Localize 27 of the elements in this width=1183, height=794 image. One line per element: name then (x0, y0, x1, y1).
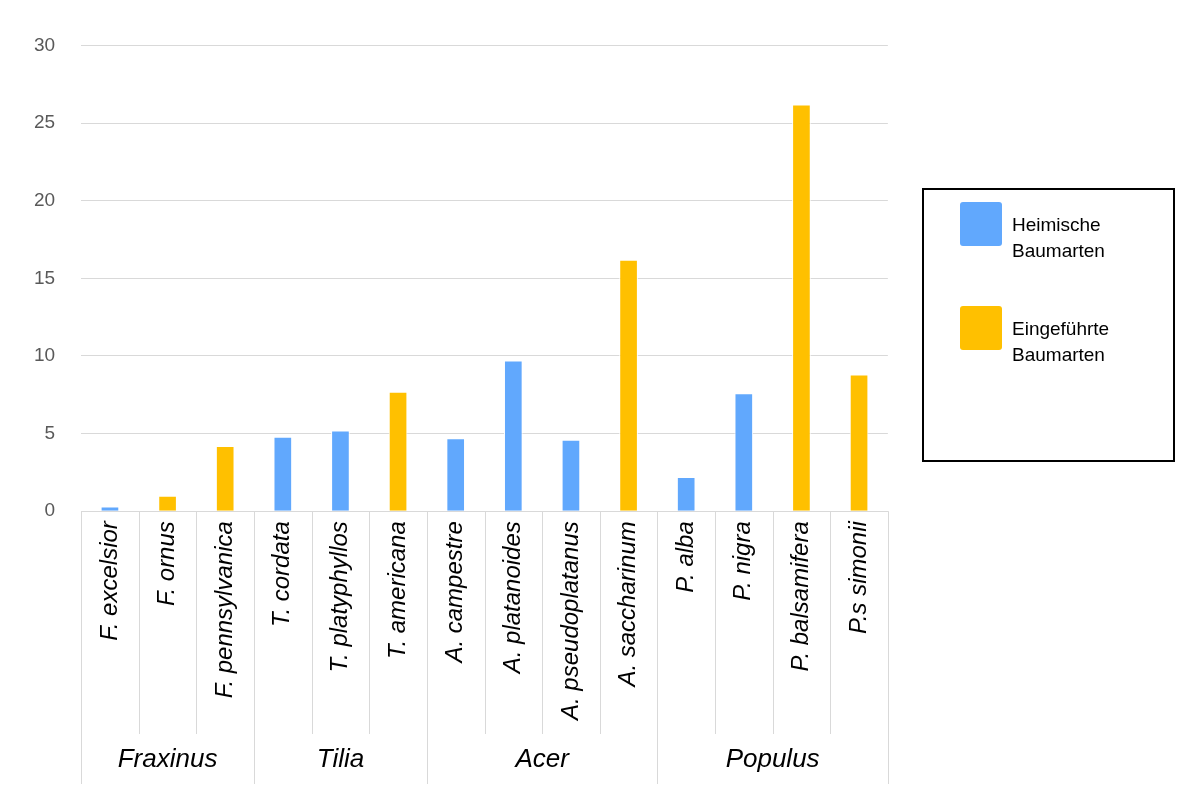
x-tick-label: P.s simonii (843, 520, 871, 635)
x-tick-label: A. campestre (440, 521, 468, 665)
x-tick-label: A. saccharinum (613, 521, 641, 689)
y-tick-label: 10 (33, 344, 56, 366)
y-tick-label: 20 (33, 188, 56, 210)
x-tick-label: A. pseudoplatanus (555, 521, 583, 723)
x-tick-label: T. americana (382, 521, 410, 660)
y-tick-label: 25 (33, 111, 56, 133)
text: Fraxinus (117, 743, 218, 774)
x-tick-label: P. nigra (728, 521, 756, 601)
y-tick-label: 15 (33, 266, 56, 288)
x-tick-label: T. platyphyllos (325, 521, 353, 673)
text: Tilia (316, 743, 365, 774)
y-tick-label: 0 (44, 499, 56, 521)
x-tick-label: F. excelsior (94, 520, 122, 641)
legend-label: Eingeführte Baumarten (1011, 317, 1111, 367)
text: Populus (725, 743, 820, 774)
x-tick-label: F. pennsylvanica (209, 521, 237, 699)
y-tick-label: 30 (33, 33, 56, 55)
text: Acer (513, 743, 571, 774)
x-tick-label: T. cordata (267, 521, 295, 628)
legend-label: Heimische Baumarten (1011, 213, 1106, 263)
x-tick-label: F. ornus (152, 521, 180, 607)
x-tick-label: A. platanoides (497, 521, 525, 676)
x-tick-label: P. alba (670, 521, 698, 593)
x-tick-label: P. balsamifera (786, 521, 814, 672)
y-tick-label: 5 (44, 421, 56, 443)
